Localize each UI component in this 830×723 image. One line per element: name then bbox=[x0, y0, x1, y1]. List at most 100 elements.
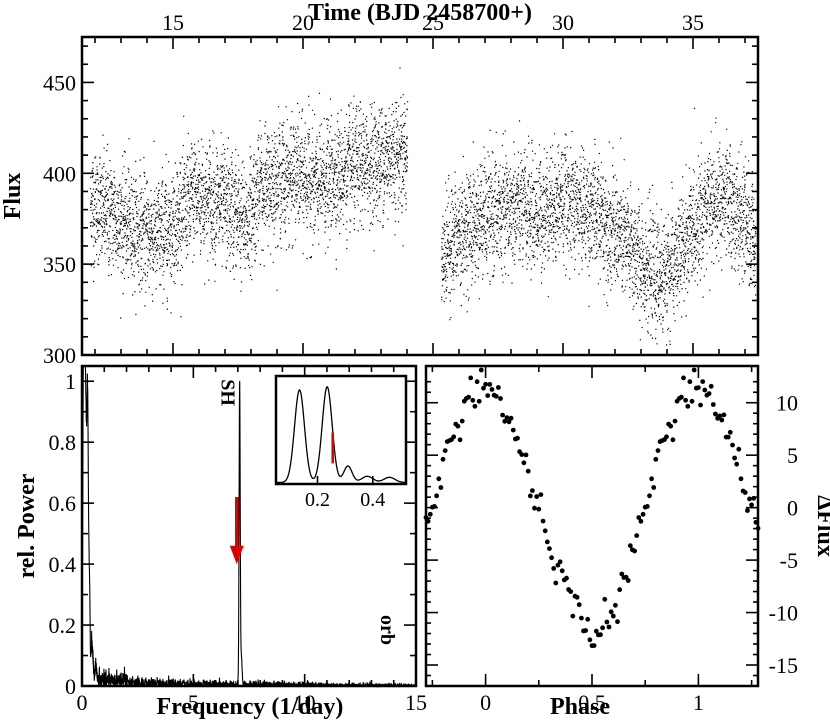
phase-point bbox=[442, 448, 448, 453]
phased-curve-frame bbox=[424, 364, 760, 688]
phase-point bbox=[519, 452, 525, 457]
inset-xtick-label: 0.4 bbox=[360, 489, 385, 511]
sh-label: SH bbox=[217, 379, 239, 406]
phase-point bbox=[691, 367, 697, 373]
ps-ytick-label: 0.2 bbox=[49, 613, 77, 638]
orb-label: orb bbox=[376, 615, 398, 645]
phase-point bbox=[521, 460, 527, 466]
arrow-head bbox=[229, 545, 244, 565]
phase-point bbox=[508, 415, 514, 421]
phase-point bbox=[719, 417, 725, 423]
phase-point bbox=[466, 394, 471, 400]
phase-point bbox=[530, 488, 535, 493]
phase-point bbox=[549, 555, 554, 561]
power-spectrum-panel: 0 5 10 15 0 0.2 0.4 0.6 0.8 1 SH orb 0.2 0.4 Frequ… bbox=[14, 364, 427, 720]
phase-point bbox=[627, 543, 633, 549]
phase-point bbox=[672, 418, 678, 424]
phase-point bbox=[636, 515, 642, 520]
phase-point bbox=[698, 402, 703, 408]
phase-point bbox=[538, 492, 544, 497]
phase-point bbox=[525, 468, 531, 474]
phase-point bbox=[436, 476, 442, 482]
phase-point bbox=[500, 412, 505, 418]
light-curve-xlabel: Time (BJD 2458700+) bbox=[308, 0, 532, 26]
phase-point bbox=[689, 398, 695, 404]
phase-point bbox=[713, 411, 718, 417]
phase-point bbox=[576, 602, 582, 608]
phase-point bbox=[664, 434, 669, 440]
phase-point bbox=[681, 375, 686, 381]
phase-point bbox=[615, 619, 620, 625]
ph-ytick-label: -15 bbox=[769, 653, 798, 678]
phase-point bbox=[451, 434, 457, 440]
phase-point bbox=[440, 456, 446, 462]
phase-point bbox=[619, 571, 625, 577]
phase-point bbox=[700, 379, 706, 384]
phase-point bbox=[472, 403, 478, 409]
phase-point bbox=[434, 493, 439, 499]
ph-ytick-label: 10 bbox=[776, 391, 798, 416]
phase-point bbox=[557, 559, 563, 565]
lc-ytick-label: 450 bbox=[43, 70, 76, 95]
phase-point bbox=[727, 429, 733, 435]
phase-point bbox=[745, 508, 750, 513]
phased-curve-points bbox=[423, 367, 761, 649]
phase-point bbox=[634, 533, 640, 538]
phase-point bbox=[498, 396, 503, 401]
phase-point bbox=[683, 397, 688, 403]
light-curve-axes: 15 20 25 30 35 300 350 400 450 bbox=[43, 10, 758, 368]
ph-xtick-label: 0 bbox=[480, 690, 491, 715]
inset-axes: 0.2 0.4 bbox=[305, 476, 385, 511]
phase-point bbox=[536, 506, 542, 512]
phased-curve-panel: 0 0.5 1 -15 -10 -5 0 5 10 Phase ΔFlux bbox=[423, 364, 830, 720]
phase-point bbox=[610, 613, 616, 619]
ph-ytick-label: -5 bbox=[780, 548, 798, 573]
phase-point bbox=[478, 367, 484, 373]
phase-point bbox=[564, 575, 569, 581]
phase-point bbox=[638, 518, 644, 524]
phase-point bbox=[476, 398, 482, 404]
lc-xtick-label: 35 bbox=[682, 10, 704, 35]
phase-point bbox=[600, 625, 605, 631]
red-arrow-icon bbox=[229, 497, 244, 565]
lc-xtick-label: 30 bbox=[552, 10, 574, 35]
power-spectrum-ylabel: rel. Power bbox=[14, 473, 40, 578]
phase-point bbox=[651, 485, 657, 490]
light-curve-dots bbox=[89, 67, 757, 346]
ps-ytick-label: 0.6 bbox=[49, 491, 77, 516]
light-curve-panel: 15 20 25 30 35 300 350 400 450 Time (BJD 2458700… bbox=[0, 0, 760, 368]
power-spectrum-inset: 0.2 0.4 bbox=[274, 374, 408, 511]
lc-ytick-label: 350 bbox=[43, 252, 76, 277]
power-spectrum-xlabel: Frequency (1/day) bbox=[157, 694, 344, 720]
phased-curve-ylabel: ΔFlux bbox=[812, 495, 830, 557]
phase-point bbox=[632, 548, 637, 554]
phase-point bbox=[668, 423, 674, 429]
phase-point bbox=[459, 418, 465, 424]
phase-point bbox=[515, 435, 520, 441]
ph-xtick-label: 1 bbox=[693, 690, 704, 715]
phase-point bbox=[555, 562, 561, 568]
phase-point bbox=[493, 393, 499, 399]
lc-ytick-label: 400 bbox=[43, 161, 76, 186]
phase-point bbox=[717, 413, 723, 419]
phase-point bbox=[542, 528, 548, 534]
phase-point bbox=[593, 628, 599, 634]
phase-point bbox=[587, 637, 593, 643]
phase-point bbox=[551, 566, 557, 571]
power-spectrum-frame bbox=[80, 364, 418, 688]
phase-point bbox=[736, 446, 742, 452]
inset-curve bbox=[276, 385, 407, 484]
phase-point bbox=[655, 448, 661, 453]
phase-point bbox=[708, 383, 714, 389]
phase-point bbox=[742, 490, 748, 495]
phase-point bbox=[585, 616, 591, 622]
ps-xtick-label: 0 bbox=[77, 690, 88, 715]
phase-point bbox=[747, 496, 752, 502]
phase-point bbox=[734, 461, 740, 467]
phase-point bbox=[598, 632, 603, 638]
ps-xtick-label: 5 bbox=[188, 690, 199, 715]
phase-point bbox=[570, 613, 576, 619]
phase-point bbox=[647, 493, 652, 499]
lc-xtick-label: 15 bbox=[162, 10, 184, 35]
